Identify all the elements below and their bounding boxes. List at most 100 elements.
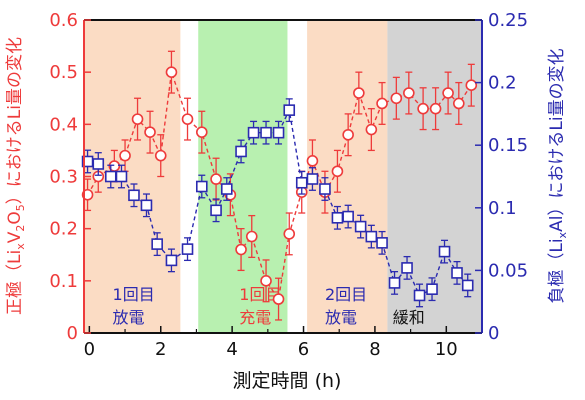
left-y-tick-label: 0.3 xyxy=(49,167,78,188)
ylabel-left-part: O xyxy=(5,211,25,224)
point-positive xyxy=(452,97,465,110)
point-positive xyxy=(429,102,442,115)
point-negative xyxy=(365,230,378,243)
point-positive xyxy=(342,128,354,141)
point-positive xyxy=(165,66,178,78)
right-y-tick-label: 0.2 xyxy=(488,73,517,94)
point-positive xyxy=(81,188,94,201)
point-negative xyxy=(128,189,140,202)
left-y-tick-label: 0.4 xyxy=(49,114,78,135)
x-tick-label: 0 xyxy=(84,339,95,360)
point-negative xyxy=(451,267,463,279)
left-y-tick-label: 0 xyxy=(67,323,78,344)
series-negative xyxy=(81,98,474,308)
point-negative xyxy=(413,289,426,302)
right-axis-label: 負極（LixAl）におけるLi量の変化 xyxy=(547,48,569,303)
point-positive xyxy=(195,126,208,138)
point-positive xyxy=(283,228,296,240)
ylabel-left-part: x xyxy=(14,243,27,250)
right-y-tick-label: 0.15 xyxy=(488,135,528,156)
ylabel-left-part: 5 xyxy=(14,204,27,211)
x-tick-label: 8 xyxy=(369,339,380,360)
point-negative xyxy=(342,210,354,223)
right-y-tick-label: 0.1 xyxy=(488,198,517,219)
ylabel-left-part: 2 xyxy=(14,225,27,232)
ylabel-right-part: Li xyxy=(547,116,567,130)
point-negative xyxy=(151,238,163,250)
ylabel-left-part: 量の変化 xyxy=(5,37,25,105)
point-negative xyxy=(306,173,319,185)
phase-label-discharge2-1: 放電 xyxy=(325,308,357,327)
ylabel-left-part: Li xyxy=(5,105,25,119)
phase-label-discharge1-0: 1回目 xyxy=(113,285,155,304)
point-positive xyxy=(331,165,344,178)
point-positive xyxy=(260,275,272,287)
left-y-tick-label: 0.5 xyxy=(49,62,78,83)
point-negative xyxy=(376,237,388,249)
point-negative xyxy=(115,170,128,183)
phase-label-discharge1-1: 放電 xyxy=(113,308,145,327)
x-tick-label: 10 xyxy=(435,339,458,360)
point-negative xyxy=(210,204,222,217)
point-positive xyxy=(181,113,194,125)
point-negative xyxy=(283,104,296,116)
left-y-tick-label: 0.6 xyxy=(49,10,78,31)
ylabel-left-text: 正極（LixV2O5）におけるLi量の変化 xyxy=(5,37,27,315)
point-negative xyxy=(388,277,401,289)
ylabel-left-part: ）における xyxy=(5,119,25,204)
ylabel-left-part: V xyxy=(5,231,25,243)
point-positive xyxy=(353,87,365,99)
point-positive xyxy=(376,97,388,110)
point-positive xyxy=(403,87,415,99)
series-positive xyxy=(81,50,478,321)
point-positive xyxy=(131,113,144,125)
point-positive xyxy=(306,155,319,167)
x-tick-label: 2 xyxy=(155,339,166,360)
axes: 0 2 4 6 8 10 0 0.1 0.2 0.3 0.4 0.5 0.6 0 0.05 0.1 0.15 0.… xyxy=(49,10,528,360)
point-positive xyxy=(417,102,429,115)
phase-band-discharge2 xyxy=(307,20,388,333)
point-positive xyxy=(154,149,167,162)
point-negative xyxy=(401,262,413,274)
left-y-tick-label: 0.1 xyxy=(49,271,78,292)
point-positive xyxy=(235,243,247,256)
point-negative xyxy=(104,170,117,183)
point-negative xyxy=(438,245,451,258)
point-negative xyxy=(272,126,285,139)
x-tick-label: 4 xyxy=(226,339,237,360)
point-negative xyxy=(181,243,194,255)
ylabel-right-text: 負極（LixAl）におけるLi量の変化 xyxy=(547,48,569,303)
point-positive xyxy=(210,173,222,185)
series-layer xyxy=(81,50,478,321)
right-y-tick-label: 0.05 xyxy=(488,260,528,281)
point-positive xyxy=(119,149,131,162)
point-negative xyxy=(331,212,344,224)
point-positive xyxy=(245,230,258,243)
x-tick-label: 6 xyxy=(298,339,309,360)
point-negative xyxy=(260,126,272,139)
point-positive xyxy=(365,123,378,136)
phase-label-relax-0: 緩和 xyxy=(393,308,425,327)
point-positive xyxy=(272,293,285,305)
point-positive xyxy=(390,92,403,105)
point-negative xyxy=(247,126,260,139)
ylabel-right-part: Al）における xyxy=(547,131,567,232)
point-positive xyxy=(144,126,156,138)
point-positive xyxy=(465,79,478,92)
left-y-tick-label: 0.2 xyxy=(49,219,78,240)
phase-label-discharge2-0: 2回目 xyxy=(325,285,367,304)
point-negative xyxy=(461,279,474,292)
ylabel-right-part: 負極（Li xyxy=(547,238,567,303)
point-negative xyxy=(165,254,178,267)
phase-label-charge1-1: 充電 xyxy=(239,308,271,327)
point-negative xyxy=(319,183,331,195)
phase-bands xyxy=(84,20,482,333)
point-negative xyxy=(220,183,233,195)
point-negative xyxy=(235,145,247,158)
point-negative xyxy=(354,220,367,233)
ylabel-right-part: x xyxy=(556,231,569,238)
point-negative xyxy=(140,199,153,212)
right-y-tick-label: 0.25 xyxy=(488,10,528,31)
